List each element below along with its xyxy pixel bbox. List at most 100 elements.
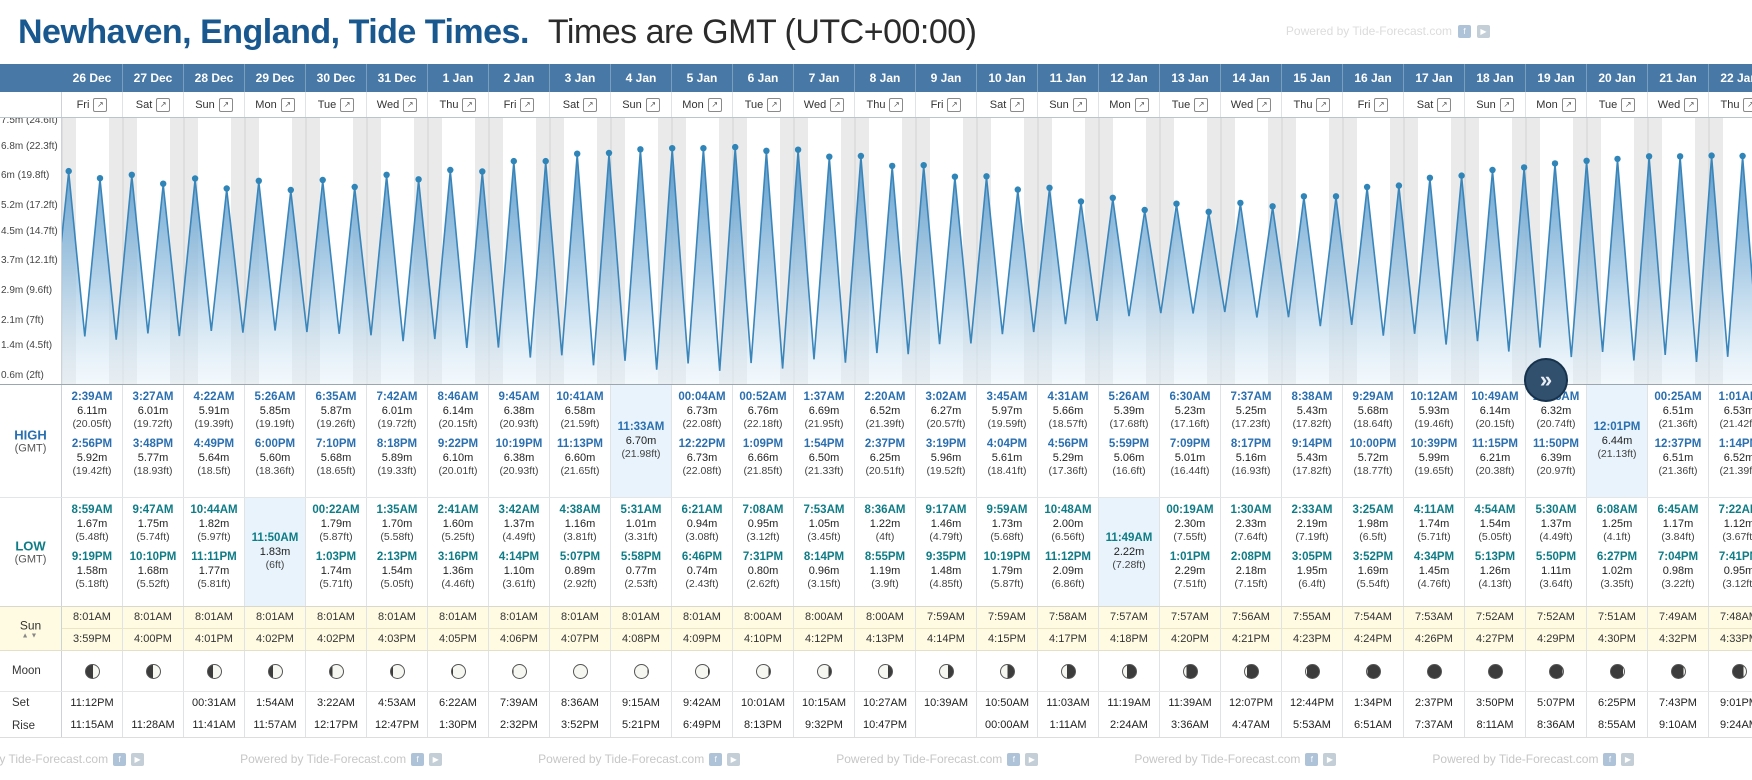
expand-day-icon[interactable]: ↗ [1743, 97, 1752, 112]
tide-height-m: 6.60m [564, 452, 596, 464]
sunrise-time: 8:01AM [317, 611, 355, 623]
day-of-week-row: Fri ↗ Sat ↗ Sun ↗ Mon ↗ Tue ↗ Wed ↗ Thu ↗ Fri ↗ Sat ↗ Sun ↗… [0, 92, 1752, 118]
expand-day-icon[interactable]: ↗ [1374, 97, 1389, 112]
dow-cell: Tue ↗ [1587, 92, 1648, 117]
expand-day-icon[interactable]: ↗ [707, 97, 722, 112]
tide-height-ft: (2.62ft) [746, 578, 780, 590]
expand-day-icon[interactable]: ↗ [1257, 97, 1272, 112]
tide-entry: 11:13PM 6.60m (21.65ft) [550, 438, 610, 478]
moon-cell [1099, 651, 1160, 691]
moonset-time: 9:42AM [672, 692, 733, 714]
expand-day-icon[interactable]: ↗ [1437, 97, 1452, 112]
low-tide-cell: 6:21AM 0.94m (3.08ft) 6:46PM 0.74m (2.43ft) [672, 498, 733, 606]
dow-cell: Thu↗ [428, 92, 489, 117]
expand-day-icon[interactable]: ↗ [218, 97, 233, 112]
tide-height-m: 1.10m [503, 565, 535, 577]
expand-day-icon[interactable]: ↗ [1621, 97, 1636, 112]
tide-entry: 1:03PM 1.74m (5.71ft) [306, 551, 366, 591]
high-tide-time: 3:48PM [132, 438, 174, 450]
expand-day-icon[interactable]: ↗ [520, 97, 535, 112]
tide-height-ft: (21.36ft) [1658, 465, 1698, 477]
tide-height-ft: (6ft) [265, 559, 285, 571]
tide-height-m: 1.69m [1357, 565, 1389, 577]
expand-day-icon[interactable]: ↗ [1561, 97, 1576, 112]
expand-day-icon[interactable]: ↗ [1499, 97, 1514, 112]
dow-cell: Wed ↗ [367, 92, 428, 117]
expand-day-icon[interactable]: ↗ [93, 97, 108, 112]
tide-height-m: 1.82m [198, 518, 230, 530]
tide-entry: 5:26AM 5.85m (19.19ft) [245, 391, 305, 431]
page-title: Newhaven, England, Tide Times. Times are… [18, 13, 977, 52]
expand-day-icon[interactable]: ↗ [1072, 97, 1087, 112]
expand-day-icon[interactable]: ↗ [280, 97, 295, 112]
high-tide-time: 11:50PM [1532, 438, 1580, 450]
expand-day-icon[interactable]: ↗ [462, 97, 477, 112]
tide-height-m: 0.96m [808, 565, 840, 577]
sun-times-cell: 8:01AM 4:00PM [123, 607, 184, 650]
moonrise-time [916, 714, 977, 737]
tide-height-ft: (20.51ft) [865, 465, 905, 477]
sunset-time: 4:17PM [1038, 628, 1098, 650]
high-tide-cell: 10:41AM 6.58m (21.59ft) 11:13PM 6.60m (21.65f… [550, 385, 611, 497]
expand-day-icon[interactable]: ↗ [830, 97, 845, 112]
tide-entry: 6:46PM 0.74m (2.43ft) [672, 551, 732, 591]
sunset-time: 4:08PM [611, 628, 671, 650]
tide-height-m: 6.14m [1479, 405, 1511, 417]
low-tide-cell: 9:47AM 1.75m (5.74ft) 10:10PM 1.68m (5.52ft) [123, 498, 184, 606]
sun-times-cell: 7:55AM 4:23PM [1282, 607, 1343, 650]
date-header-cells: 26 Dec 27 Dec 28 Dec 29 Dec 30 Dec 31 Dec 1 Ja… [62, 64, 1752, 92]
tide-entry: 5:58PM 0.77m (2.53ft) [611, 551, 671, 591]
expand-day-icon[interactable]: ↗ [403, 97, 418, 112]
expand-day-icon[interactable]: ↗ [156, 97, 171, 112]
low-tide-cell: 2:41AM 1.60m (5.25ft) 3:16PM 1.36m (4.46ft) [428, 498, 489, 606]
expand-day-icon[interactable]: ↗ [1194, 97, 1209, 112]
tide-height-m: 1.73m [991, 518, 1023, 530]
expand-day-icon[interactable]: ↗ [1134, 97, 1149, 112]
rise-row-gutter: Rise [0, 714, 62, 737]
high-tide-cell: 8:46AM 6.14m (20.15ft) 9:22PM 6.10m (20.01ft) [428, 385, 489, 497]
high-tide-dot [1489, 166, 1496, 174]
moonset-time: 11:39AM [1160, 692, 1221, 714]
expand-day-icon[interactable]: ↗ [340, 97, 355, 112]
tide-height-m: 1.75m [137, 518, 169, 530]
high-tide-time: 7:42AM [376, 391, 418, 403]
expand-day-icon[interactable]: ↗ [889, 97, 904, 112]
high-tide-dot [669, 145, 676, 152]
expand-day-icon[interactable]: ↗ [645, 97, 660, 112]
dow-cell: Wed ↗ [1648, 92, 1709, 117]
tide-entry: 6:30AM 5.23m (17.16ft) [1160, 391, 1220, 431]
tide-entry: 8:14PM 0.96m (3.15ft) [794, 551, 854, 591]
tide-height-ft: (5.05ft) [1478, 531, 1512, 543]
tide-height-ft: (3.22ft) [1661, 578, 1695, 590]
expand-day-icon[interactable]: ↗ [1316, 97, 1331, 112]
tide-height-ft: (17.68ft) [1109, 418, 1149, 430]
tide-entry: 10:19PM 1.79m (5.87ft) [977, 551, 1037, 591]
tide-height-ft: (3.31ft) [624, 531, 658, 543]
expand-day-icon[interactable]: ↗ [1684, 97, 1699, 112]
sunset-time: 4:14PM [916, 628, 976, 650]
tide-height-m: 6.21m [1479, 452, 1511, 464]
expand-day-icon[interactable]: ↗ [583, 97, 598, 112]
tide-height-ft: (22.18ft) [743, 418, 783, 430]
tide-height-ft: (4.85ft) [929, 578, 963, 590]
expand-day-icon[interactable]: ↗ [767, 97, 782, 112]
low-tide-time: 3:42AM [498, 504, 540, 516]
tide-entry: 9:35PM 1.48m (4.85ft) [916, 551, 976, 591]
tide-height-ft: (18.5ft) [197, 465, 231, 477]
expand-day-icon[interactable]: ↗ [1010, 97, 1025, 112]
moonset-time [123, 692, 184, 714]
high-tide-dot [1739, 152, 1746, 160]
tide-table: 26 Dec 27 Dec 28 Dec 29 Dec 30 Dec 31 Dec 1 Ja… [0, 64, 1752, 780]
low-tide-cell: 1:30AM 2.33m (7.64ft) 2:08PM 2.18m (7.15ft) [1221, 498, 1282, 606]
tide-entry: 10:44AM 1.82m (5.97ft) [184, 504, 244, 544]
tide-height-ft: (7.15ft) [1234, 578, 1268, 590]
tide-height-m: 5.23m [1174, 405, 1206, 417]
expand-day-icon[interactable]: ↗ [947, 97, 962, 112]
next-page-button[interactable]: » [1524, 358, 1568, 402]
tide-entry: 1:14PM 6.52m(21.39ft) [1709, 438, 1752, 478]
tide-height-ft: (20.05ft) [72, 418, 112, 430]
low-tide-cell: 8:36AM 1.22m (4ft) 8:55PM 1.19m (3.9ft) [855, 498, 916, 606]
tide-height-m: 5.77m [137, 452, 169, 464]
social-facebook-icon: f [1305, 752, 1319, 766]
